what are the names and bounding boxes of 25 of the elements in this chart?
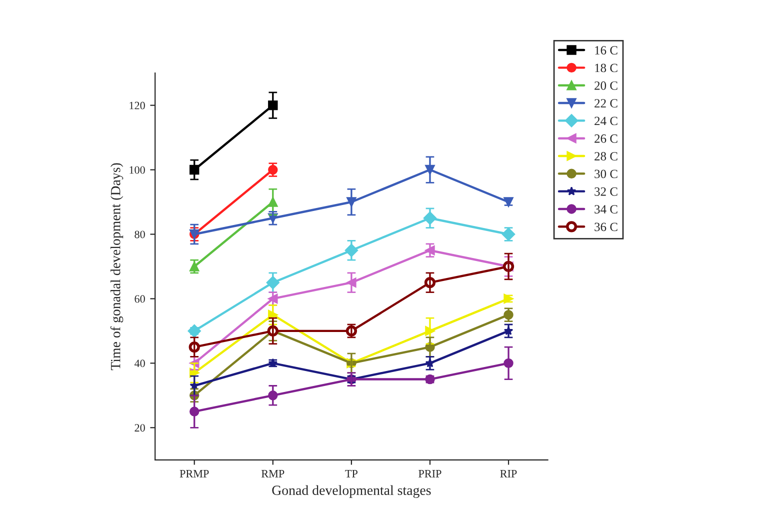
legend-label: 28 C [594, 152, 618, 160]
legend-label: 26 C [594, 134, 618, 143]
x-tick-label: TP [345, 470, 358, 478]
legend-label: 30 C [594, 170, 618, 178]
y-tick-label: 40 [134, 360, 145, 368]
y-tick-label: 100 [130, 166, 145, 174]
legend-label: 20 C [594, 81, 618, 90]
legend-label: 18 C [595, 64, 618, 72]
legend-label: 24 C [594, 116, 618, 126]
legend-label: 22 C [594, 99, 618, 108]
x-tick-label: PRIP [418, 470, 442, 478]
x-axis-title: Gonad developmental stages [272, 485, 431, 498]
point [268, 294, 278, 304]
y-tick-label: 60 [134, 295, 145, 303]
legend-label: 16 C [595, 46, 618, 55]
legend-label: 34 C [594, 205, 618, 214]
x-tick-label: RMP [261, 470, 284, 478]
x-tick-label: PRMP [180, 470, 209, 478]
y-tick-label: 20 [134, 424, 145, 432]
y-axis-title: Time of gonadal development (Days) [110, 163, 124, 370]
y-tick-label: 120 [130, 102, 145, 110]
x-tick-label: RIP [500, 470, 517, 478]
legend-label: 32 C [594, 187, 618, 196]
y-tick-label: 80 [134, 230, 145, 238]
legend-label: 36 C [594, 222, 618, 232]
